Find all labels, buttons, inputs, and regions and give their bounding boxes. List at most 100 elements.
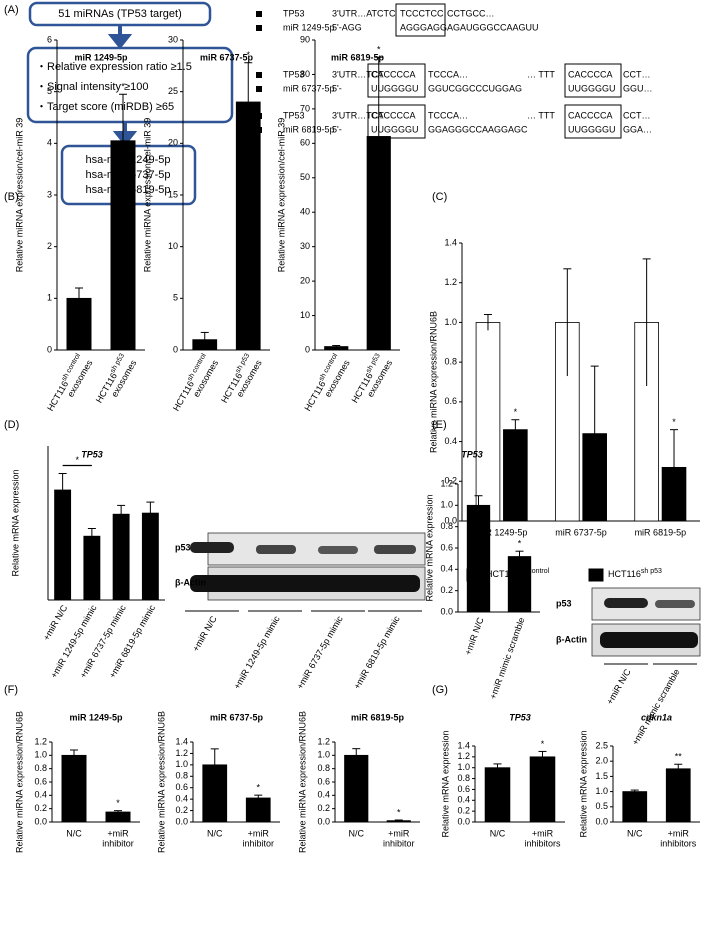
seq-segment: 3'UTR…TCT	[332, 110, 384, 120]
seq-segment: TCCCTCC	[400, 8, 444, 18]
y-tick-label: 0.4	[34, 790, 47, 800]
lane-label: +miR N/C	[190, 614, 219, 653]
bar	[141, 512, 159, 601]
x-tick-label: inhibitors	[660, 838, 697, 848]
seq-segment: 3'UTR…TCT	[332, 69, 384, 79]
seed-box	[564, 104, 622, 139]
blot-band	[600, 632, 698, 648]
x-tick-label: +miR	[388, 828, 410, 838]
y-tick-label: 1.0	[175, 759, 188, 769]
y-tick-label: 0	[305, 344, 310, 354]
y-tick-label: 0.8	[444, 357, 457, 367]
y-axis-label: Relative mRNA expression	[578, 730, 588, 837]
seq-label: miR 6737-5p	[283, 83, 335, 93]
chart-title: miR 6737-5p	[200, 52, 254, 62]
flow-arrow	[107, 26, 133, 50]
x-tick-label: inhibitor	[242, 838, 274, 848]
y-tick-label: 1.0	[317, 750, 330, 760]
y-tick-label: 0.2	[175, 805, 188, 815]
bullet: ・	[36, 101, 47, 113]
seq-segment: 5'-	[332, 83, 342, 93]
y-tick-label: 0.6	[440, 542, 453, 552]
bullet: ・	[36, 81, 47, 93]
panel-label: (E)	[432, 419, 447, 431]
bar	[466, 504, 491, 613]
y-tick-label: 1	[47, 293, 52, 303]
y-tick-label: 0.4	[444, 436, 457, 446]
y-tick-label: 2.0	[595, 756, 608, 766]
seq-segment: TCCCA…	[428, 69, 468, 79]
seed-box	[367, 104, 426, 139]
y-axis-label: Relative miRNA expression/cel-miR 39	[142, 118, 152, 273]
y-tick-label: 15	[168, 189, 178, 199]
seed-box	[395, 3, 446, 37]
legend-label-sup: sh control	[519, 568, 550, 575]
y-axis-label: Relative mRNA expression	[424, 494, 434, 601]
x-tick-label: N/C	[207, 828, 223, 838]
y-axis-label: Relative miRNA expression/RNU6B	[428, 311, 438, 453]
bar	[503, 429, 528, 522]
y-axis-label: Relative miRNA expression/cel-miR 39	[14, 118, 24, 273]
y-tick-label: 1.4	[457, 740, 470, 750]
lane-label: +miR mimic scramble	[630, 667, 682, 747]
legend-swatch	[588, 568, 604, 582]
chart-title: TP53	[461, 449, 483, 459]
bar	[475, 322, 501, 522]
bar	[83, 535, 101, 601]
bar	[344, 754, 369, 823]
x-tick-label: miR 6819-5p	[635, 527, 687, 537]
chart-title: TP53	[509, 712, 531, 722]
panel-label: (F)	[4, 684, 18, 696]
y-tick-label: 0	[47, 344, 52, 354]
seq-segment: CCT…	[623, 110, 651, 120]
x-tick-label: +miR	[668, 828, 690, 838]
y-tick-label: 20	[168, 138, 178, 148]
flow-criterion: Target score (miRDB) ≥65	[47, 101, 174, 113]
y-tick-label: 1.4	[175, 736, 188, 746]
significance-mark: *	[246, 50, 250, 60]
seq-segment: 3'UTR…ATCTC	[332, 8, 396, 18]
lane-label: +miR 6819-5p mimic	[352, 614, 402, 691]
legend-label: HCT116sh p53	[608, 568, 662, 580]
flow-source: 51 miRNAs (TP53 target)	[58, 8, 181, 20]
lane-label: +miR N/C	[604, 667, 633, 706]
y-axis-label: Relative miRNA expression/cel-miR 39	[276, 118, 286, 273]
x-tick-label: N/C	[490, 828, 506, 838]
seq-segment: GGU…	[623, 83, 653, 93]
y-tick-label: 0.8	[440, 521, 453, 531]
x-tick-label: +miR	[107, 828, 129, 838]
lane-label: +miR 6737-5p mimic	[295, 614, 345, 691]
y-tick-label: 90	[300, 34, 310, 44]
y-tick-label: 1.0	[595, 786, 608, 796]
seq-segment: UUGGGGU	[568, 83, 616, 93]
y-tick-label: 0.6	[444, 396, 457, 406]
significance-mark: *	[514, 407, 518, 417]
seq-segment: AGGGAGG	[400, 22, 447, 32]
x-tick-label: +miR	[248, 828, 270, 838]
blot-row-label: β-Actin	[175, 577, 206, 587]
seq-segment: TCCCA…	[428, 110, 468, 120]
seq-segment: AGAUGGGCCAAGUU	[447, 22, 539, 32]
bullet	[256, 86, 262, 92]
y-tick-label: 1.0	[444, 317, 457, 327]
seq-segment: CACCCCA	[568, 69, 613, 79]
bullet: ・	[36, 61, 47, 73]
y-tick-label: 0.2	[440, 585, 453, 595]
chart-title: miR 6819-5p	[351, 712, 405, 722]
bullet	[256, 25, 262, 31]
x-tick-label: inhibitor	[383, 838, 415, 848]
x-tick-label-base: HCT116	[171, 379, 196, 412]
y-tick-label: 70	[300, 103, 310, 113]
panel-label: (C)	[432, 191, 447, 203]
y-tick-label: 1.2	[34, 736, 47, 746]
flow-criterion: Signal intensity ≥100	[47, 81, 148, 93]
y-tick-label: 1.2	[457, 751, 470, 761]
y-tick-label: 1.2	[317, 736, 330, 746]
bar	[245, 797, 271, 823]
chart-title: miR 6819-5p	[331, 52, 385, 62]
bar	[484, 767, 511, 823]
significance-mark: *	[116, 798, 120, 808]
y-axis-label: Relative mRNA expression	[440, 730, 450, 837]
seq-segment: CACCCCA	[568, 110, 613, 120]
bar	[507, 556, 532, 613]
